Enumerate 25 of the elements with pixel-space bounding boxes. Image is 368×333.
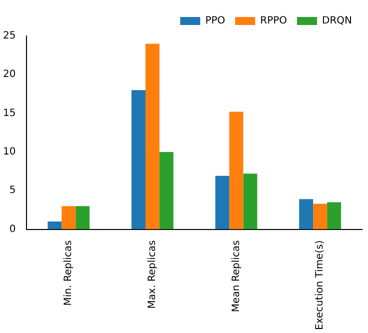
bar — [48, 222, 62, 230]
bar — [299, 199, 314, 230]
legend-label: DRQN — [322, 16, 352, 27]
y-tick-label: 25 — [2, 30, 16, 42]
bar — [215, 176, 230, 230]
bar — [62, 206, 76, 230]
bar — [145, 44, 160, 230]
x-tick-label: Max. Replicas — [147, 240, 158, 309]
bar — [243, 174, 258, 230]
y-tick-label: 0 — [9, 224, 16, 235]
bar — [327, 202, 342, 230]
x-tick-label: Min. Replicas — [63, 240, 74, 306]
y-tick-label: 5 — [9, 185, 16, 196]
bar — [132, 90, 146, 230]
bar — [313, 204, 328, 230]
y-tick-label: 20 — [2, 69, 16, 80]
bar — [76, 206, 90, 230]
bar — [229, 112, 244, 230]
y-tick-label: 15 — [2, 108, 16, 119]
x-tick-label: Execution Time(s) — [314, 240, 326, 330]
x-tick-label: Mean Replicas — [230, 240, 242, 312]
bar — [159, 152, 174, 230]
y-tick-label: 10 — [2, 146, 16, 158]
legend-label: PPO — [205, 16, 226, 27]
legend-label: RPPO — [260, 16, 288, 27]
